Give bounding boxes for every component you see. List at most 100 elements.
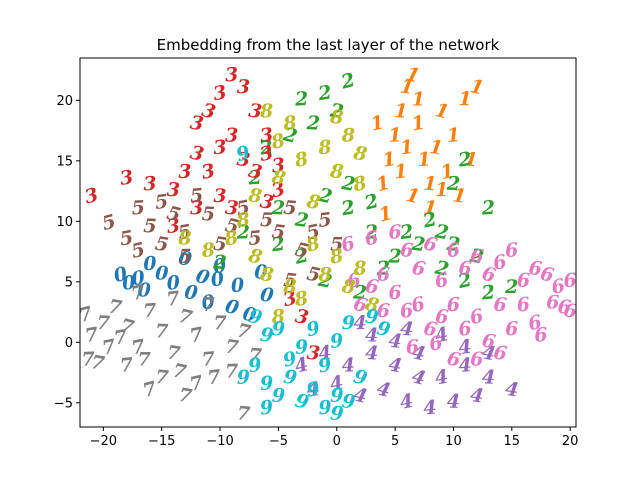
point-digit-5: 5 [118, 227, 135, 251]
point-digit-4: 4 [306, 378, 321, 401]
point-digit-8: 8 [303, 232, 322, 257]
point-digit-2: 2 [398, 221, 415, 245]
point-digit-2: 2 [433, 220, 451, 244]
point-digit-9: 9 [282, 366, 299, 390]
point-digit-8: 8 [351, 142, 369, 166]
point-digit-1: 1 [399, 75, 416, 99]
point-digit-4: 4 [375, 377, 393, 402]
point-digit-2: 2 [387, 245, 402, 267]
point-digit-6: 6 [504, 239, 519, 262]
point-digit-2: 2 [339, 196, 357, 220]
point-digit-2: 2 [455, 269, 473, 293]
point-digit-3: 3 [199, 99, 217, 124]
point-digit-6: 6 [562, 299, 580, 323]
point-digit-6: 6 [534, 324, 549, 347]
point-digit-8: 8 [292, 148, 310, 172]
point-digit-7: 7 [89, 351, 106, 375]
y-tick-label: 10 [56, 215, 73, 230]
point-digit-2: 2 [316, 269, 334, 293]
point-digit-1: 1 [433, 99, 451, 124]
point-digit-6: 6 [433, 269, 450, 293]
point-digit-8: 8 [222, 226, 240, 250]
point-digit-3: 3 [246, 160, 264, 184]
point-digit-5: 5 [189, 185, 204, 208]
point-digit-3: 3 [236, 148, 252, 171]
point-digit-2: 2 [363, 221, 379, 244]
point-digit-9: 9 [375, 317, 393, 341]
point-digit-5: 5 [154, 233, 171, 257]
point-digit-1: 1 [435, 179, 449, 201]
point-digit-0: 0 [130, 267, 147, 291]
plot-frame [79, 57, 577, 428]
point-digit-5: 5 [100, 210, 118, 235]
point-digit-4: 4 [410, 341, 428, 365]
point-digit-6: 6 [457, 317, 473, 341]
point-digit-6: 6 [526, 311, 544, 335]
point-digit-6: 6 [409, 293, 427, 318]
point-digit-6: 6 [480, 263, 498, 288]
point-digit-1: 1 [377, 202, 395, 226]
point-digit-5: 5 [260, 209, 274, 231]
point-digit-5: 5 [235, 196, 252, 220]
point-digit-7: 7 [171, 359, 189, 383]
x-tick-label: 0 [333, 434, 341, 449]
point-digit-1: 1 [369, 111, 387, 135]
point-digit-9: 9 [272, 318, 286, 340]
point-digit-8: 8 [177, 227, 192, 249]
point-digit-4: 4 [317, 342, 334, 366]
point-digit-9: 9 [305, 378, 322, 402]
point-digit-6: 6 [446, 294, 460, 316]
point-digit-5: 5 [293, 238, 311, 262]
point-digit-7: 7 [154, 366, 169, 389]
point-digit-6: 6 [546, 292, 559, 314]
point-digit-2: 2 [432, 256, 451, 281]
point-digit-2: 2 [338, 69, 357, 94]
point-digit-6: 6 [427, 332, 444, 356]
point-digit-5: 5 [164, 202, 182, 227]
point-digit-2: 2 [212, 251, 228, 274]
point-digit-1: 1 [417, 148, 432, 171]
point-digit-9: 9 [259, 372, 273, 395]
y-tick-label: −5 [54, 396, 73, 411]
point-digit-1: 1 [412, 88, 425, 110]
point-digit-2: 2 [410, 233, 427, 257]
point-digit-1: 1 [452, 184, 468, 207]
point-digit-9: 9 [342, 312, 355, 334]
point-digit-5: 5 [178, 245, 192, 267]
point-digit-9: 9 [330, 385, 344, 407]
x-tick-label: 10 [445, 434, 462, 449]
point-digit-0: 0 [259, 283, 275, 307]
point-digit-8: 8 [350, 172, 369, 197]
point-digit-0: 0 [241, 303, 259, 327]
point-digit-0: 0 [166, 272, 181, 295]
point-digit-3: 3 [224, 197, 239, 220]
point-digit-9: 9 [247, 354, 264, 378]
point-digit-1: 1 [464, 148, 479, 171]
point-digit-0: 0 [223, 295, 241, 320]
point-digit-8: 8 [341, 125, 355, 147]
point-digit-6: 6 [446, 239, 461, 262]
point-digit-3: 3 [189, 112, 206, 136]
point-digit-7: 7 [138, 349, 151, 371]
point-digit-2: 2 [235, 221, 250, 243]
point-digit-7: 7 [100, 335, 118, 359]
point-digit-1: 1 [468, 75, 486, 99]
point-digit-4: 4 [387, 330, 402, 353]
point-digit-2: 2 [339, 172, 357, 196]
point-digit-8: 8 [327, 245, 345, 269]
point-digit-3: 3 [271, 154, 286, 177]
point-digit-3: 3 [258, 190, 276, 214]
point-digit-1: 1 [423, 173, 437, 195]
point-digit-8: 8 [304, 190, 322, 214]
point-digit-7: 7 [177, 384, 194, 408]
point-digit-2: 2 [293, 88, 308, 111]
x-axis: −20 −15 −10 −5 0 5 10 15 20 [90, 427, 578, 449]
point-digit-8: 8 [316, 136, 332, 159]
point-digit-6: 6 [492, 342, 508, 366]
point-digit-0: 0 [121, 272, 136, 295]
point-digit-9: 9 [246, 305, 264, 329]
y-tick-label: 0 [65, 336, 73, 351]
point-digit-2: 2 [269, 233, 286, 257]
point-digit-7: 7 [118, 314, 136, 339]
